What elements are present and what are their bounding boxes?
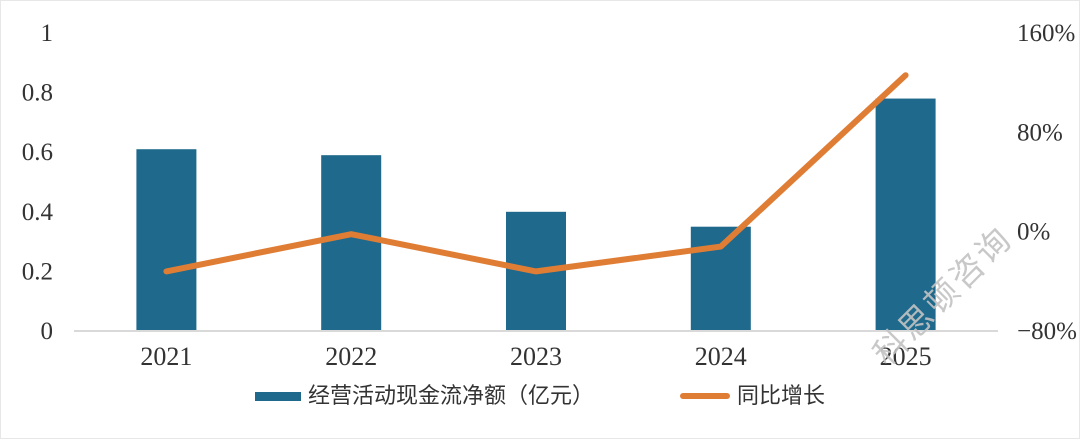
bar-2025 xyxy=(875,98,936,331)
right-axis-tick: 0% xyxy=(1017,219,1050,246)
left-axis-tick: 0.8 xyxy=(22,80,53,107)
right-axis-tick: −80% xyxy=(1017,318,1077,345)
bar-2022 xyxy=(321,155,382,331)
left-axis-tick: 0.6 xyxy=(22,139,53,166)
bar-2024 xyxy=(690,226,751,331)
right-axis-tick: 160% xyxy=(1017,20,1075,47)
x-axis-label-2022: 2022 xyxy=(325,342,377,371)
left-axis-tick: 0.2 xyxy=(22,258,53,285)
x-axis-label-2025: 2025 xyxy=(880,342,932,371)
x-axis-label-2024: 2024 xyxy=(695,342,747,371)
right-axis-tick: 80% xyxy=(1017,119,1063,146)
x-axis-label-2023: 2023 xyxy=(510,342,562,371)
left-axis-tick: 1 xyxy=(41,20,54,47)
left-axis-tick: 0.4 xyxy=(22,199,54,226)
growth-line xyxy=(163,72,909,275)
left-axis-tick: 0 xyxy=(41,318,54,345)
bar-2021 xyxy=(136,149,197,331)
x-axis-label-2021: 2021 xyxy=(140,342,192,371)
